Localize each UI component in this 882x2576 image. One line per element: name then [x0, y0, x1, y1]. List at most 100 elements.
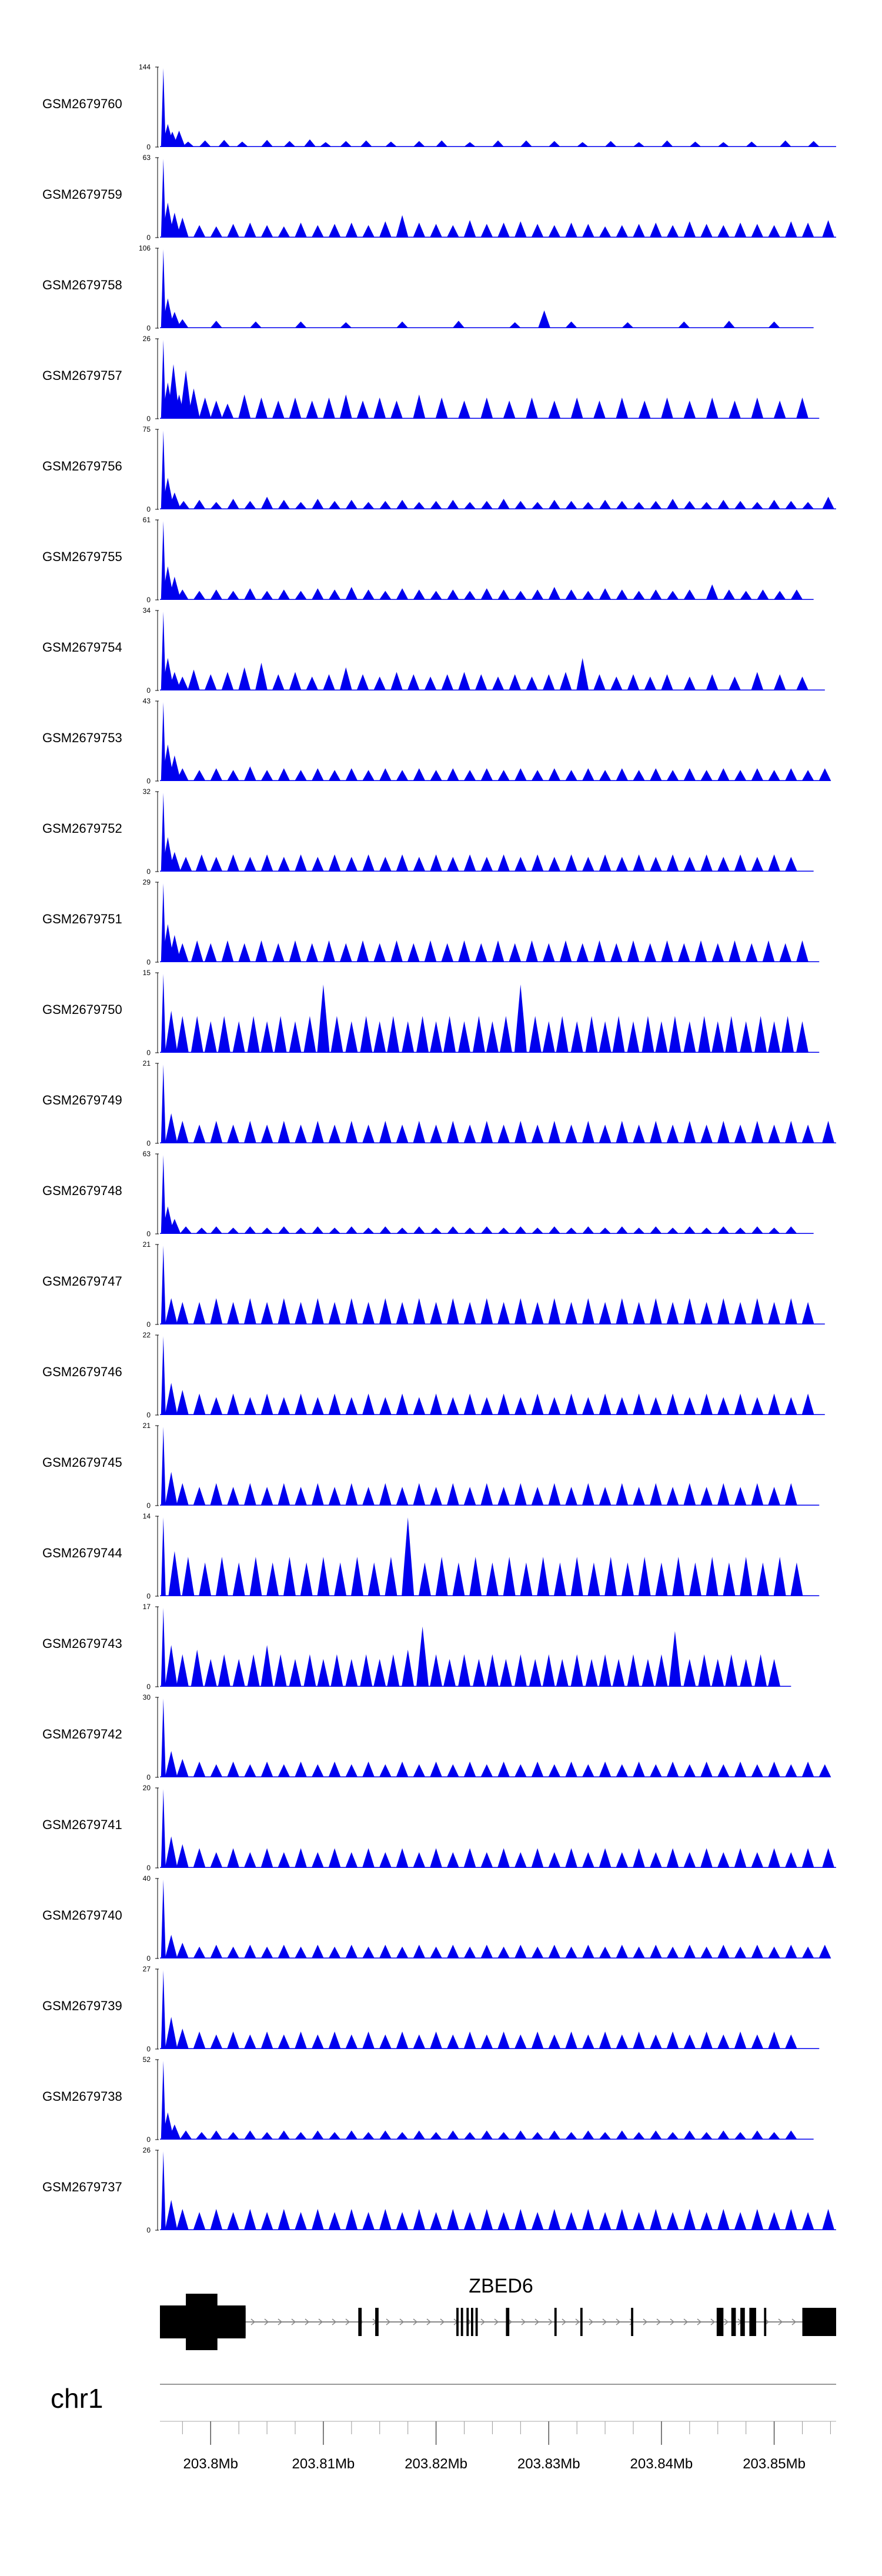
signal-peak — [616, 2130, 629, 2140]
signal-peak — [497, 2031, 510, 2049]
signal-peak — [413, 1852, 426, 1868]
signal-peak — [193, 2212, 206, 2230]
signal-peak — [402, 1021, 415, 1053]
signal-peak — [784, 1944, 797, 1958]
signal-peak — [390, 401, 403, 419]
signal-peak — [717, 1764, 730, 1777]
signal-peak — [379, 2034, 392, 2049]
signal-peak — [416, 1016, 429, 1053]
signal-peak — [227, 1946, 240, 1958]
exon — [506, 2308, 510, 2336]
signal-peak — [734, 1761, 747, 1777]
signal-peak — [161, 2112, 174, 2140]
signal-peak — [700, 1125, 713, 1143]
signal-peak — [210, 1298, 223, 1324]
signal-peak — [161, 1065, 166, 1143]
signal-peak — [593, 401, 606, 419]
track-label: GSM2679755 — [42, 549, 122, 564]
y-min-label: 0 — [146, 324, 151, 332]
signal-peak — [176, 1390, 189, 1415]
signal-peak — [215, 1557, 228, 1596]
signal-peak — [161, 1517, 166, 1596]
signal-peak — [330, 1016, 343, 1053]
signal-peak — [599, 1021, 612, 1053]
signal-peak — [435, 397, 448, 419]
signal-peak — [751, 1483, 764, 1506]
track-GSM2679757: GSM2679757 26 0 — [42, 335, 820, 423]
signal-peak — [193, 1125, 206, 1143]
signal-peak — [373, 676, 386, 690]
y-min-label: 0 — [146, 2226, 151, 2234]
signal-peak — [822, 496, 835, 509]
signal-peak — [227, 2031, 240, 2049]
signal-peak — [413, 1120, 426, 1143]
signal-peak — [362, 2031, 375, 2049]
tick-label: 203.84Mb — [630, 2456, 693, 2472]
signal-peak — [621, 1562, 634, 1596]
signal-peak — [413, 2130, 426, 2140]
signal-peak — [717, 1483, 730, 1506]
signal-peak — [548, 2130, 561, 2140]
signal-peak — [666, 1487, 679, 1506]
signal-peak — [497, 222, 510, 238]
signal-peak — [161, 431, 166, 509]
signal-peak — [627, 1654, 640, 1687]
gene-track: ZBED6 — [160, 2275, 836, 2350]
signal-peak — [413, 2208, 426, 2230]
signal-peak — [717, 2130, 730, 2140]
signal-peak — [446, 1852, 459, 1868]
signal-peak — [531, 2212, 544, 2230]
signal-peak — [221, 403, 234, 419]
signal-peak — [204, 1659, 217, 1687]
signal-peak — [649, 1483, 662, 1506]
signal-peak — [396, 1761, 409, 1777]
signal-peak — [232, 1659, 245, 1687]
signal-peak — [272, 674, 285, 690]
signal-peak — [784, 1483, 797, 1506]
signal-peak — [768, 1946, 781, 1958]
signal-peak — [328, 223, 341, 238]
signal-peak — [278, 2208, 290, 2230]
signal-peak — [161, 1608, 166, 1687]
signal-peak — [161, 974, 166, 1053]
y-min-label: 0 — [146, 1683, 151, 1691]
signal-peak — [700, 2031, 713, 2049]
signal-peak — [801, 1946, 814, 1958]
signal-peak — [306, 943, 319, 962]
signal-peak — [582, 2034, 594, 2049]
signal-peak — [204, 674, 217, 690]
signal-peak — [387, 1654, 400, 1687]
tick-label: 203.82Mb — [405, 2456, 467, 2472]
signal-peak — [260, 2212, 273, 2230]
signal-peak — [413, 1764, 426, 1777]
signal-peak — [700, 1487, 713, 1506]
signal-peak — [784, 856, 797, 872]
signal-peak — [260, 225, 273, 238]
signal-peak — [373, 397, 386, 419]
signal-peak — [430, 1946, 443, 1958]
track-GSM2679749: GSM2679749 21 0 — [42, 1059, 836, 1147]
strand-arrow — [521, 2318, 526, 2325]
signal-peak — [345, 1298, 358, 1324]
signal-peak — [633, 590, 646, 600]
signal-peak — [751, 2208, 764, 2230]
signal-peak — [416, 1626, 429, 1687]
signal-peak — [548, 499, 561, 509]
signal-peak — [360, 1654, 373, 1687]
signal-peak — [531, 1946, 544, 1958]
signal-peak — [193, 1848, 206, 1868]
signal-peak — [570, 1021, 583, 1053]
signal-peak — [655, 1021, 668, 1053]
signal-peak — [610, 676, 623, 690]
signal-peak — [311, 225, 324, 238]
signal-peak — [801, 1393, 814, 1415]
signal-peak — [751, 1852, 764, 1868]
signal-peak — [328, 1848, 341, 1868]
signal-peak — [176, 768, 189, 781]
signal-peak — [243, 1852, 256, 1868]
signal-peak — [210, 768, 223, 781]
signal-peak — [717, 856, 730, 872]
signal-peak — [480, 1226, 493, 1234]
signal-peak — [751, 856, 764, 872]
signal-peak — [362, 770, 375, 781]
